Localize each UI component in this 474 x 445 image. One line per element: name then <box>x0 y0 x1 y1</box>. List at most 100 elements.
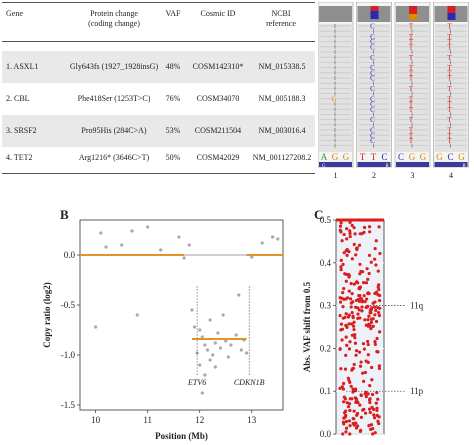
cell-cosmic: COSM34070 <box>196 94 240 103</box>
data-point <box>348 408 352 413</box>
data-point <box>350 311 354 315</box>
data-point <box>377 366 381 371</box>
data-point <box>362 225 367 230</box>
cell-cosmic: COSM211504 <box>194 126 242 135</box>
data-point <box>159 248 163 252</box>
coverage-ref-segment <box>447 13 456 20</box>
data-point <box>373 342 377 346</box>
igv-panel-number: 3 <box>411 171 415 180</box>
data-point <box>368 410 372 415</box>
read-variant-base: T <box>409 69 414 77</box>
read-variant-base: T <box>409 85 414 93</box>
data-point <box>359 393 363 398</box>
cell-ncbi: NM_005188.3 <box>258 94 306 103</box>
read-variant-base: T <box>409 43 414 51</box>
data-point <box>357 308 361 312</box>
data-point <box>367 271 371 276</box>
ref-base: C <box>447 152 453 162</box>
data-point <box>374 319 379 324</box>
data-point <box>353 341 358 345</box>
data-point <box>355 413 359 417</box>
data-point <box>364 323 368 327</box>
data-point <box>370 392 375 397</box>
data-point <box>130 229 134 233</box>
table-row: 3. SRSF2 Pro95His (284C>A) 53% COSM21150… <box>2 115 315 147</box>
header-vaf: VAF <box>165 9 181 18</box>
data-point <box>367 253 372 257</box>
data-point <box>373 305 377 309</box>
read-variant-base: C <box>370 54 375 62</box>
data-point <box>368 308 372 312</box>
data-point <box>374 290 379 294</box>
data-point <box>340 338 344 342</box>
data-point <box>229 343 233 347</box>
cell-cosmic: COSM142310* <box>192 62 244 71</box>
data-point <box>348 229 352 233</box>
data-point <box>368 397 372 401</box>
annotation-11p: 11p <box>410 386 424 396</box>
data-point <box>344 312 348 316</box>
data-point <box>370 378 374 382</box>
data-point <box>353 232 357 236</box>
data-point <box>239 348 243 352</box>
read-variant-base: T <box>447 33 452 41</box>
cell-protein: Pro95His (284C>A) <box>81 126 147 135</box>
data-point <box>352 226 356 230</box>
data-point <box>356 400 360 405</box>
data-point <box>351 417 355 421</box>
y-tick-label: 0.0 <box>320 429 332 439</box>
data-point <box>351 421 355 426</box>
data-point <box>377 364 381 368</box>
data-point <box>343 367 348 371</box>
data-point <box>339 268 343 272</box>
data-point <box>208 358 212 362</box>
data-point <box>342 381 346 386</box>
data-point <box>363 370 368 375</box>
igv-coverage-track <box>319 6 352 22</box>
header-cosmic-id: Cosmic ID <box>200 9 236 18</box>
data-point <box>341 262 345 266</box>
igv-gene-track <box>357 162 391 167</box>
data-point <box>221 313 225 317</box>
data-point <box>376 269 380 273</box>
data-point <box>347 289 351 293</box>
data-point <box>373 340 377 344</box>
y-tick-label: 0.3 <box>320 301 332 311</box>
data-point <box>350 322 354 326</box>
data-point <box>372 413 376 417</box>
data-point <box>364 305 368 310</box>
data-point <box>358 285 363 289</box>
data-point <box>348 424 352 428</box>
header-protein-change: Protein change <box>90 9 138 18</box>
data-point <box>343 397 347 401</box>
data-point <box>354 253 358 257</box>
read-variant-base: T <box>447 127 452 135</box>
data-point <box>357 243 362 247</box>
data-point <box>366 360 370 365</box>
data-point <box>352 409 356 413</box>
data-point <box>358 272 362 276</box>
data-point <box>349 384 353 388</box>
data-point <box>369 317 374 321</box>
read-variant-base: T <box>447 43 452 51</box>
data-point <box>94 325 98 329</box>
data-point <box>344 419 349 424</box>
x-tick-label: 10 <box>91 415 101 425</box>
read-variant-base: T <box>447 95 452 103</box>
data-point <box>357 350 362 354</box>
data-point <box>364 395 368 399</box>
ref-base: A <box>321 152 328 162</box>
data-point <box>352 282 356 286</box>
data-point <box>208 318 212 322</box>
read-variant-base: T <box>409 38 414 46</box>
data-point <box>377 415 381 419</box>
data-point <box>348 234 352 239</box>
data-point <box>177 235 181 239</box>
ref-base: G <box>409 152 416 162</box>
header-ncbi: NCBI <box>271 9 291 18</box>
read-variant-base: C <box>370 101 375 109</box>
data-point <box>365 297 369 301</box>
data-point <box>341 291 345 295</box>
table-bottom-rule <box>2 173 315 174</box>
data-point <box>355 280 359 284</box>
